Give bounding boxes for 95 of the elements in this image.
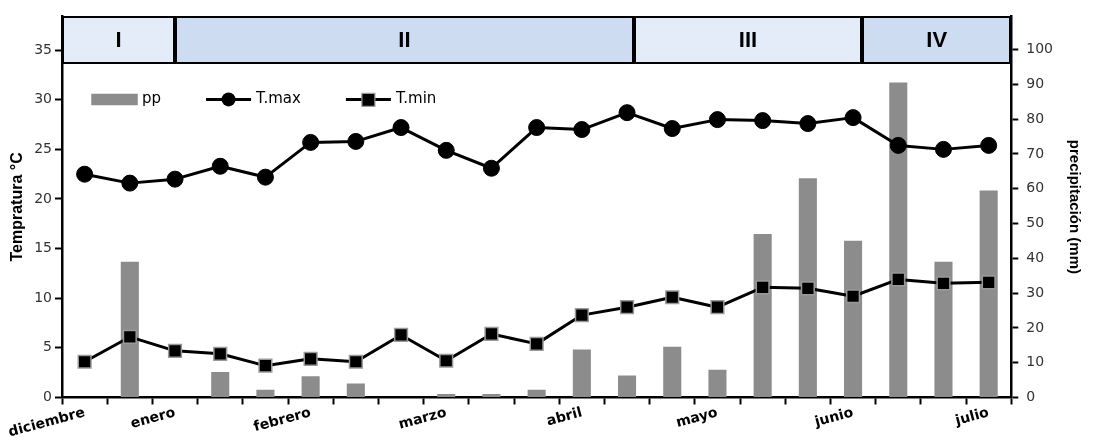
point (755, 280, 770, 295)
x-tick-label: marzo (396, 403, 449, 432)
annotation: IV (926, 27, 948, 54)
point (392, 119, 410, 137)
point (211, 157, 229, 175)
point (573, 121, 591, 139)
point (439, 353, 454, 368)
x-tick-label: abril (544, 403, 584, 429)
point (845, 289, 861, 304)
point (934, 140, 952, 158)
y2-tick-label: 100 (1026, 40, 1054, 57)
point (303, 351, 318, 366)
point (347, 132, 365, 150)
point (891, 272, 906, 287)
bar (572, 349, 591, 397)
y2-tick-label: 40 (1026, 248, 1045, 265)
x-tick-label: junio (811, 403, 856, 430)
x-tick-label: enero (128, 403, 178, 431)
annotation: III (738, 27, 758, 54)
bar (844, 240, 863, 397)
bar (798, 178, 817, 397)
bar (211, 372, 230, 397)
bar (301, 376, 320, 397)
bar (889, 82, 908, 397)
y2-tick-label: 10 (1026, 353, 1045, 370)
y-tick-label: 20 (34, 189, 53, 206)
y2-tick-label: 90 (1026, 74, 1045, 91)
bar (527, 389, 546, 397)
point (619, 300, 635, 315)
point (166, 170, 184, 188)
point (484, 326, 499, 342)
y-tick-label: 35 (34, 40, 53, 57)
point (574, 307, 589, 323)
bar (437, 394, 456, 397)
point (708, 111, 726, 129)
y2-tick-label: 80 (1026, 109, 1045, 126)
legend-label: T.max (255, 89, 302, 108)
y-tick-label: 0 (43, 388, 53, 405)
point (663, 120, 681, 138)
point (121, 174, 139, 192)
point (710, 300, 725, 315)
y2-tick-label: 50 (1026, 214, 1045, 231)
x-tick-label: julio (952, 403, 991, 429)
point (529, 336, 544, 351)
y-tick-label: 5 (43, 338, 53, 355)
point (167, 343, 183, 358)
legend-label: pp (142, 89, 162, 108)
point (528, 119, 546, 137)
point (122, 329, 137, 345)
x-tick-label: mayo (674, 403, 720, 430)
bar (256, 389, 275, 397)
point (302, 133, 320, 151)
point (348, 354, 363, 369)
y-axis-title: Tempratura °C (8, 151, 26, 262)
y-tick-label: 10 (34, 288, 53, 305)
point (213, 346, 228, 361)
bar (618, 375, 637, 397)
y2-axis-title: precipitación (mm) (1066, 139, 1084, 275)
bar (934, 261, 953, 397)
bar (663, 346, 682, 397)
y-tick-label: 15 (34, 239, 53, 256)
bar (708, 369, 727, 397)
point (618, 104, 636, 122)
point (258, 358, 273, 373)
point (393, 327, 409, 343)
annotation: I (115, 27, 122, 54)
y2-tick-label: 70 (1026, 144, 1045, 161)
point (980, 136, 998, 154)
y-tick-label: 25 (34, 140, 53, 157)
point (889, 136, 907, 154)
y2-tick-label: 60 (1026, 179, 1045, 196)
point (76, 165, 94, 183)
point (754, 112, 772, 130)
point (482, 159, 500, 177)
point (936, 276, 951, 291)
y-tick-label: 30 (34, 90, 53, 107)
point (981, 275, 996, 290)
y2-tick-label: 20 (1026, 318, 1045, 335)
point (844, 109, 862, 127)
y2-tick-label: 30 (1026, 283, 1045, 300)
point (665, 290, 680, 305)
bar (346, 383, 365, 397)
bar (753, 233, 772, 397)
legend-label: T.min (394, 89, 437, 108)
annotation: II (398, 27, 411, 54)
bar (482, 394, 501, 397)
point (256, 168, 274, 186)
bar (120, 261, 139, 397)
y2-tick-label: 0 (1026, 388, 1036, 405)
point (800, 281, 815, 296)
x-tick-label: febrero (251, 403, 313, 435)
point (437, 141, 455, 159)
bar (979, 190, 998, 397)
point (799, 115, 817, 133)
point (77, 354, 92, 369)
